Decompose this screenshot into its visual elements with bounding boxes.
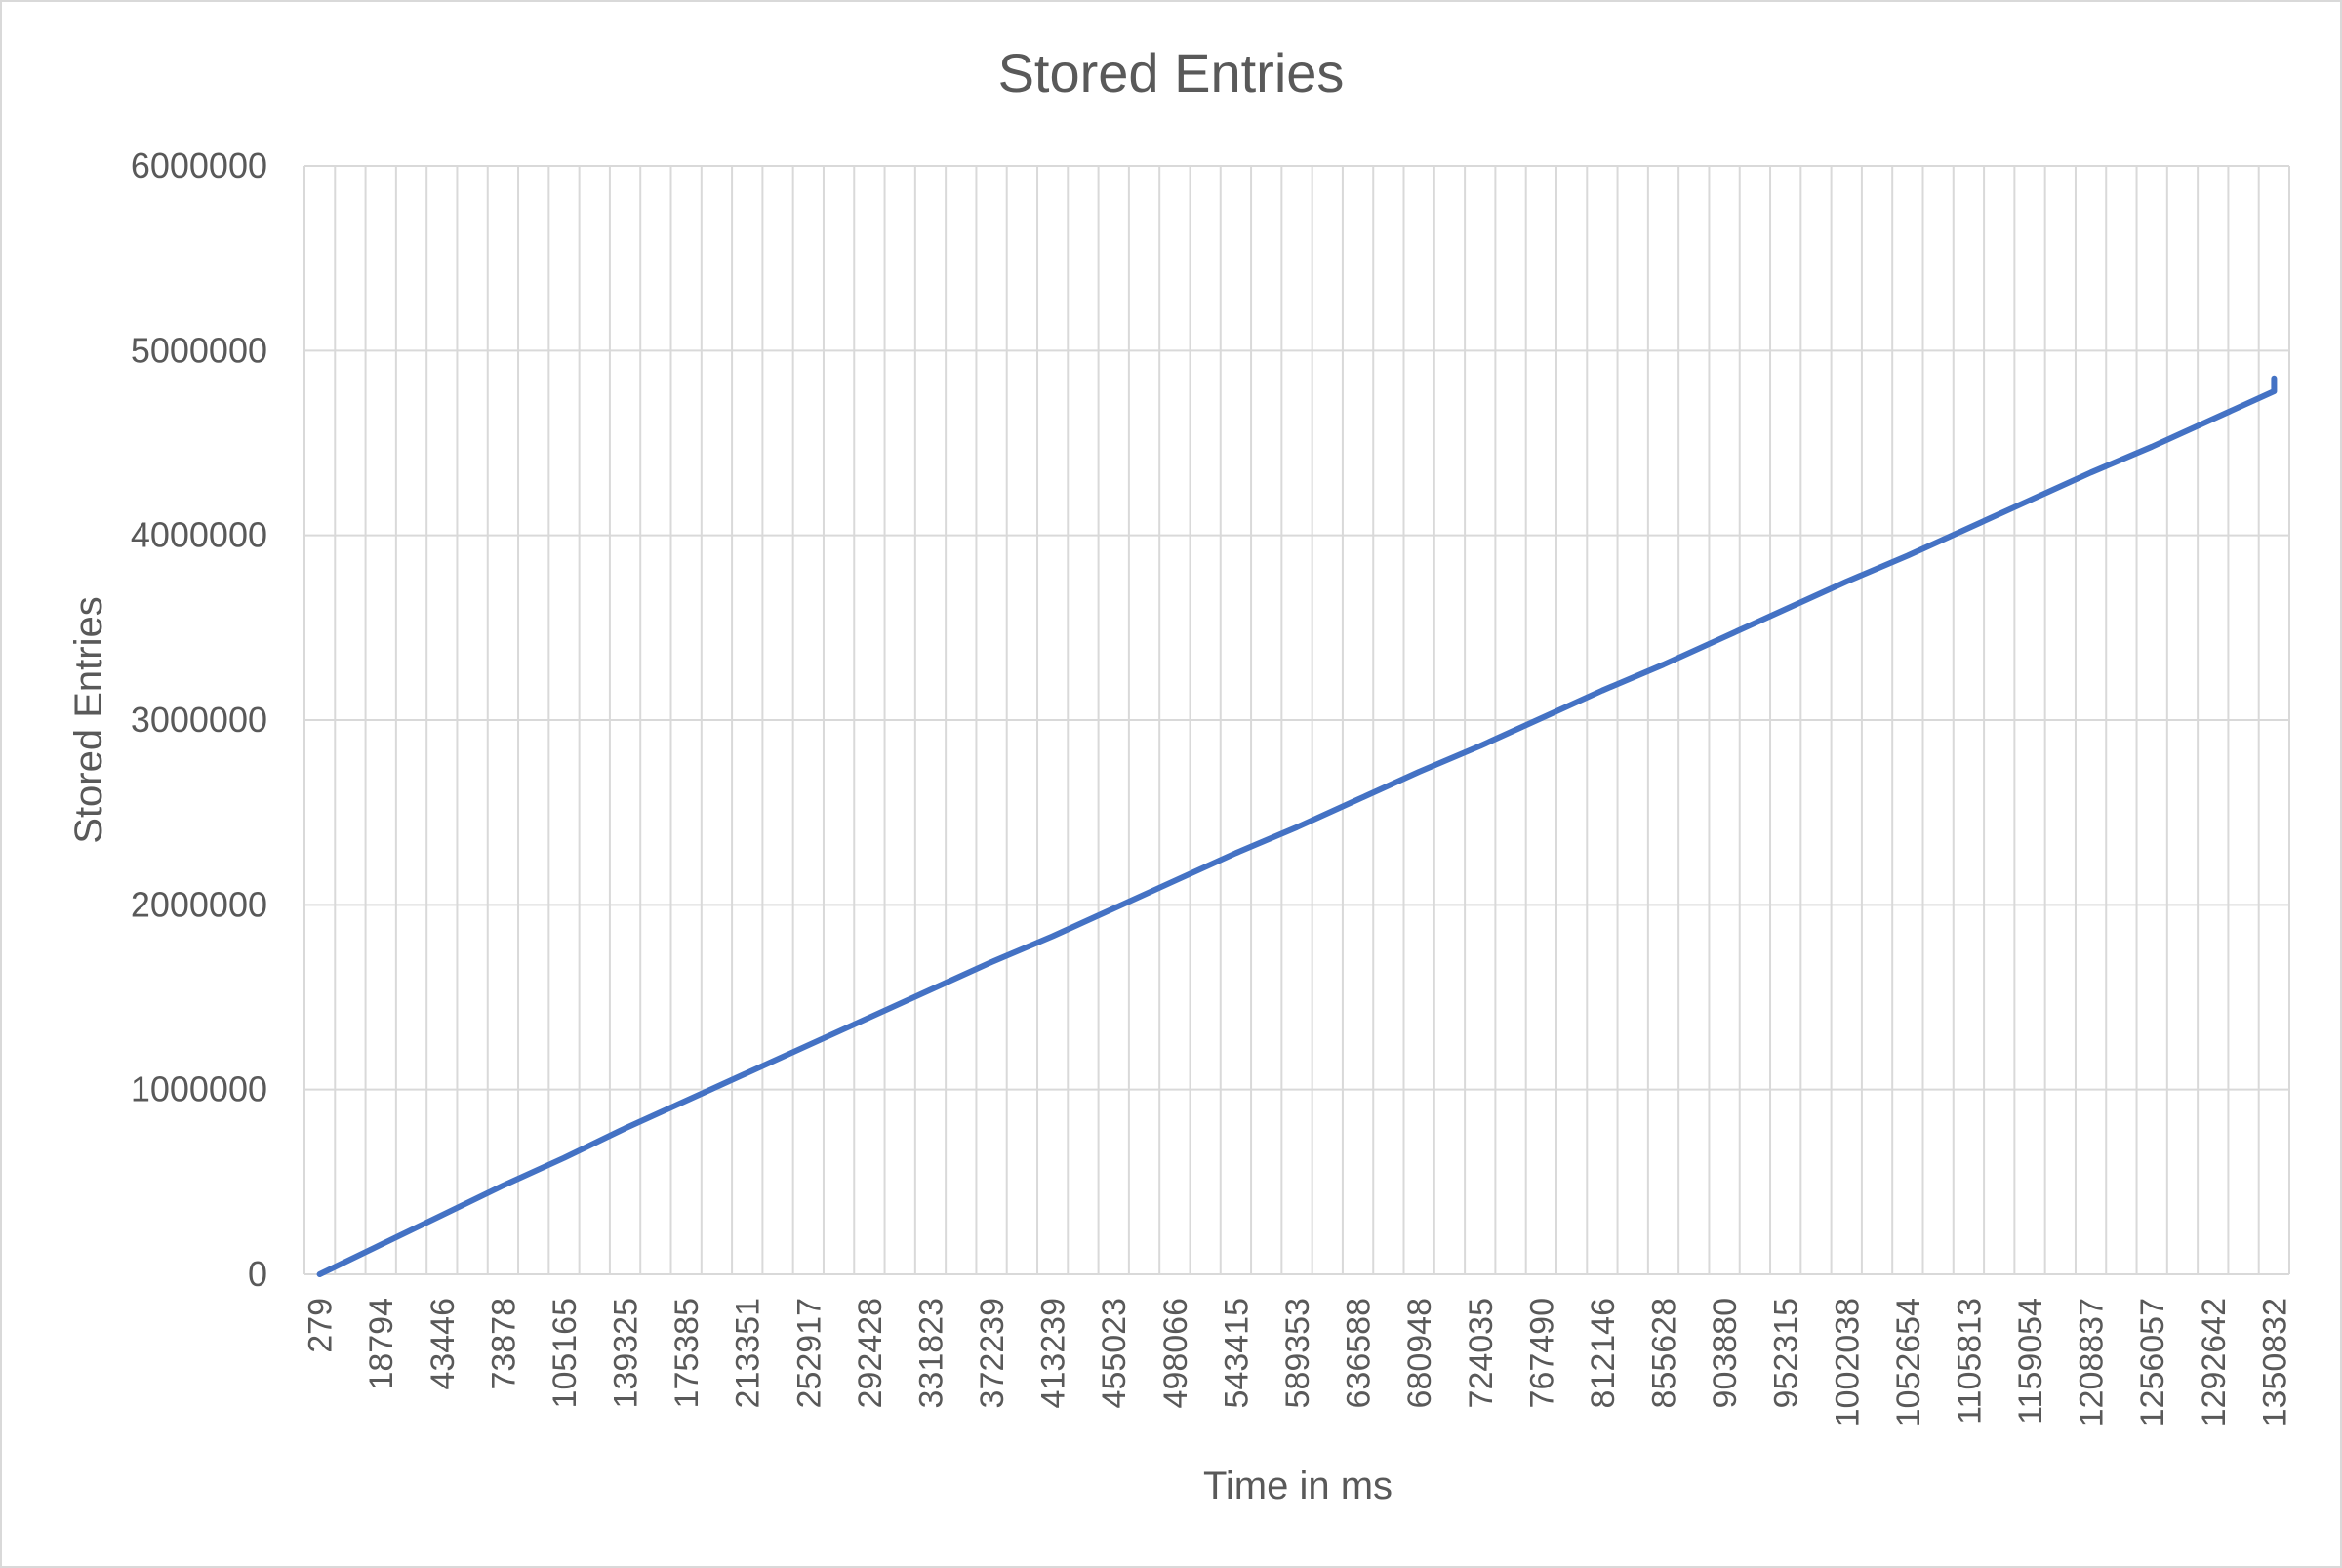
x-tick-label: 724035 bbox=[1463, 1298, 1500, 1408]
x-tick-label: 1052654 bbox=[1890, 1298, 1927, 1427]
y-tick-label: 4000000 bbox=[131, 515, 267, 555]
x-tick-label: 1292642 bbox=[2196, 1298, 2233, 1427]
x-tick-label: 498066 bbox=[1157, 1298, 1194, 1408]
x-tick-label: 292428 bbox=[852, 1298, 889, 1408]
x-tick-label: 1256057 bbox=[2134, 1298, 2171, 1427]
x-tick-label: 812146 bbox=[1585, 1298, 1622, 1408]
x-tick-label: 903880 bbox=[1707, 1298, 1744, 1408]
y-axis-title: Stored Entries bbox=[67, 596, 110, 843]
x-tick-label: 767490 bbox=[1523, 1298, 1560, 1408]
x-tick-label: 455023 bbox=[1096, 1298, 1133, 1408]
x-axis-ticks: 279 18794 43446 73878 105165 139325 175385 2133… bbox=[303, 1298, 2294, 1427]
x-tick-label: 1105813 bbox=[1951, 1298, 1988, 1425]
x-tick-label: 1208837 bbox=[2074, 1298, 2111, 1427]
x-tick-label: 636588 bbox=[1341, 1298, 1378, 1408]
x-tick-label: 1350832 bbox=[2256, 1298, 2293, 1427]
x-tick-label: 43446 bbox=[424, 1298, 462, 1390]
y-axis-ticks: 0 1000000 2000000 3000000 4000000 5000000 6000… bbox=[131, 145, 267, 1294]
x-tick-label: 855628 bbox=[1646, 1298, 1683, 1408]
x-axis-title: Time in ms bbox=[1203, 1465, 1393, 1508]
y-tick-label: 2000000 bbox=[131, 884, 267, 924]
x-tick-label: 952315 bbox=[1768, 1298, 1805, 1408]
x-tick-label: 1159054 bbox=[2012, 1298, 2049, 1425]
x-tick-label: 18794 bbox=[363, 1298, 400, 1390]
x-tick-label: 105165 bbox=[546, 1298, 584, 1408]
gridlines bbox=[303, 165, 2290, 1275]
chart-title: Stored Entries bbox=[998, 42, 1345, 103]
y-tick-label: 3000000 bbox=[131, 700, 267, 740]
x-tick-label: 413239 bbox=[1035, 1298, 1072, 1408]
x-tick-label: 589353 bbox=[1279, 1298, 1316, 1408]
x-tick-label: 213351 bbox=[730, 1298, 767, 1408]
x-tick-label: 139325 bbox=[608, 1298, 645, 1408]
x-tick-label: 1002038 bbox=[1829, 1298, 1866, 1427]
x-tick-label: 175385 bbox=[668, 1298, 706, 1408]
x-tick-label: 279 bbox=[303, 1298, 340, 1353]
series-line bbox=[316, 375, 2278, 1277]
x-tick-label: 252917 bbox=[790, 1298, 828, 1408]
y-tick-label: 6000000 bbox=[131, 145, 267, 185]
x-tick-label: 73878 bbox=[485, 1298, 522, 1390]
x-tick-label: 680948 bbox=[1401, 1298, 1438, 1408]
x-tick-label: 543415 bbox=[1218, 1298, 1255, 1408]
y-tick-label: 1000000 bbox=[131, 1069, 267, 1109]
x-tick-label: 331823 bbox=[912, 1298, 949, 1408]
y-tick-label: 0 bbox=[248, 1254, 267, 1294]
series-layer bbox=[316, 375, 2278, 1277]
x-tick-label: 372239 bbox=[974, 1298, 1011, 1408]
y-tick-label: 5000000 bbox=[131, 330, 267, 370]
